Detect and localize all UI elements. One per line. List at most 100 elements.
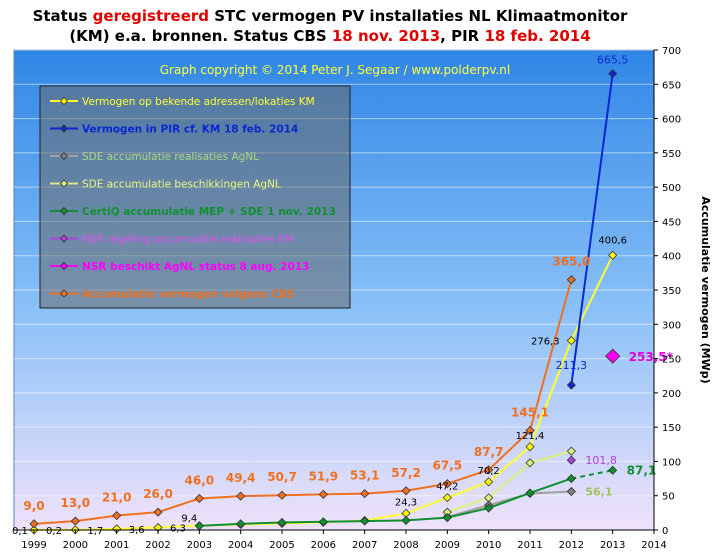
y-tick-label: 150 <box>662 423 681 434</box>
series-point <box>401 515 411 525</box>
data-label: 49,4 <box>226 471 256 485</box>
x-tick-label: 2009 <box>435 540 460 551</box>
data-label: 400,6 <box>598 235 627 246</box>
data-label: 13,0 <box>61 496 91 510</box>
legend-marker <box>59 96 69 106</box>
data-label: 24,3 <box>395 497 417 508</box>
data-label: 26,0 <box>143 487 173 501</box>
series-point <box>194 493 204 504</box>
data-label: 47,2 <box>436 482 458 493</box>
legend-entry: Accumulatie vermogen volgens CBS <box>82 289 295 301</box>
title-part: , PIR <box>440 27 485 45</box>
y-tick-label: 650 <box>662 80 681 91</box>
x-tick-label: 1999 <box>21 540 46 551</box>
x-axis: 1999 2000 2001 2002 2003 2004 2005 2006 2007 2008… <box>14 529 667 551</box>
series-point <box>484 465 494 475</box>
legend-entry: CertiQ accumulatie MEP + SDE 1 nov. 2013 <box>82 206 336 218</box>
chart-title-line1: Status geregistreerd STC vermogen PV ins… <box>0 6 660 26</box>
data-label: 9,4 <box>181 514 197 525</box>
data-label: 0,2 <box>46 526 62 537</box>
x-tick-label: 2006 <box>311 540 336 551</box>
y-tick-label: 700 <box>662 46 681 57</box>
series-point <box>29 519 39 529</box>
series-line <box>447 490 572 518</box>
series-point <box>566 275 576 285</box>
data-label: 6,3 <box>170 524 186 535</box>
data-label: 9,0 <box>23 499 44 513</box>
y-tick-label: 50 <box>662 492 675 503</box>
data-label: 46,0 <box>185 473 215 487</box>
x-tick-label: 2008 <box>393 540 418 551</box>
series-line <box>447 450 572 514</box>
series-point <box>525 488 535 498</box>
series-point <box>442 513 452 523</box>
data-label: 145,1 <box>511 406 549 420</box>
series-point <box>605 348 621 364</box>
data-label: 67,5 <box>433 459 463 473</box>
data-label: 70,2 <box>478 466 500 477</box>
series-point <box>608 465 618 475</box>
y-tick-label: 450 <box>662 217 681 228</box>
series-point <box>525 442 535 452</box>
data-label: 57,2 <box>391 466 421 480</box>
x-tick-label: 2001 <box>104 540 129 551</box>
x-tick-label: 2004 <box>228 540 253 551</box>
data-labels: 0,2 1,7 3,6 6,39,424,347,270,2121,4276,3400… <box>12 54 674 537</box>
legend-entry: SDE accumulatie realisaties AgNL <box>82 151 259 163</box>
series-point <box>318 517 328 527</box>
legend-marker <box>59 124 69 133</box>
x-tick-label: 2007 <box>352 540 377 551</box>
series-point <box>566 486 576 497</box>
y-tick-label: 350 <box>662 286 681 297</box>
series-point <box>566 446 576 456</box>
y-axis-label: Accumulatie vermogen (MWp) <box>699 196 712 383</box>
data-label: 365,0 <box>552 255 590 269</box>
series-point <box>236 519 246 529</box>
data-label: 211,3 <box>556 359 588 372</box>
y-axis: 0 50 100 150 200 250 300 350 400 450 500 550 600 650 7… <box>653 46 681 537</box>
series-point <box>277 517 287 528</box>
y-tick-label: 500 <box>662 183 681 194</box>
x-tick-label: 2010 <box>476 540 501 551</box>
y-tick-label: 300 <box>662 320 681 331</box>
series-point <box>236 491 246 501</box>
legend-marker <box>59 179 69 188</box>
data-label: 0,1 <box>12 526 28 537</box>
series-point <box>70 516 80 526</box>
title-part: Status <box>32 7 93 25</box>
legend-box <box>39 85 351 309</box>
series-point <box>525 458 535 468</box>
series-point <box>277 490 287 500</box>
chart-title-line2: (KM) e.a. bronnen. Status CBS 18 nov. 20… <box>0 26 660 46</box>
series-line-dashed <box>571 469 613 480</box>
series-group <box>29 69 621 535</box>
series-point <box>608 250 618 260</box>
series-point <box>566 380 576 390</box>
series-point <box>360 516 370 526</box>
y-tick-label: 600 <box>662 115 681 126</box>
y-tick-label: 250 <box>662 355 681 366</box>
data-label: 1,7 <box>87 526 103 537</box>
series-point <box>525 425 535 436</box>
series-point <box>442 479 452 489</box>
x-tick-label: 2011 <box>517 540 542 551</box>
title-highlight: geregistreerd <box>92 7 210 25</box>
series-point <box>566 335 576 346</box>
series-point <box>401 486 411 496</box>
y-tick-label: 200 <box>662 389 681 400</box>
y-tick-label: 550 <box>662 149 681 160</box>
data-label: 51,9 <box>309 469 339 483</box>
series-line <box>199 477 572 527</box>
data-label: 253,5* <box>629 350 674 364</box>
series-point <box>608 69 618 79</box>
series-point <box>484 477 494 487</box>
legend-marker <box>59 234 69 243</box>
series-point <box>360 489 370 499</box>
data-label: 87,7 <box>474 445 504 459</box>
data-label: 87,1 <box>627 463 657 477</box>
data-label: 665,5 <box>597 54 629 67</box>
x-tick-label: 2002 <box>145 540 170 551</box>
legend-marker <box>59 206 69 216</box>
series-line <box>33 279 573 525</box>
series-point <box>318 489 328 499</box>
